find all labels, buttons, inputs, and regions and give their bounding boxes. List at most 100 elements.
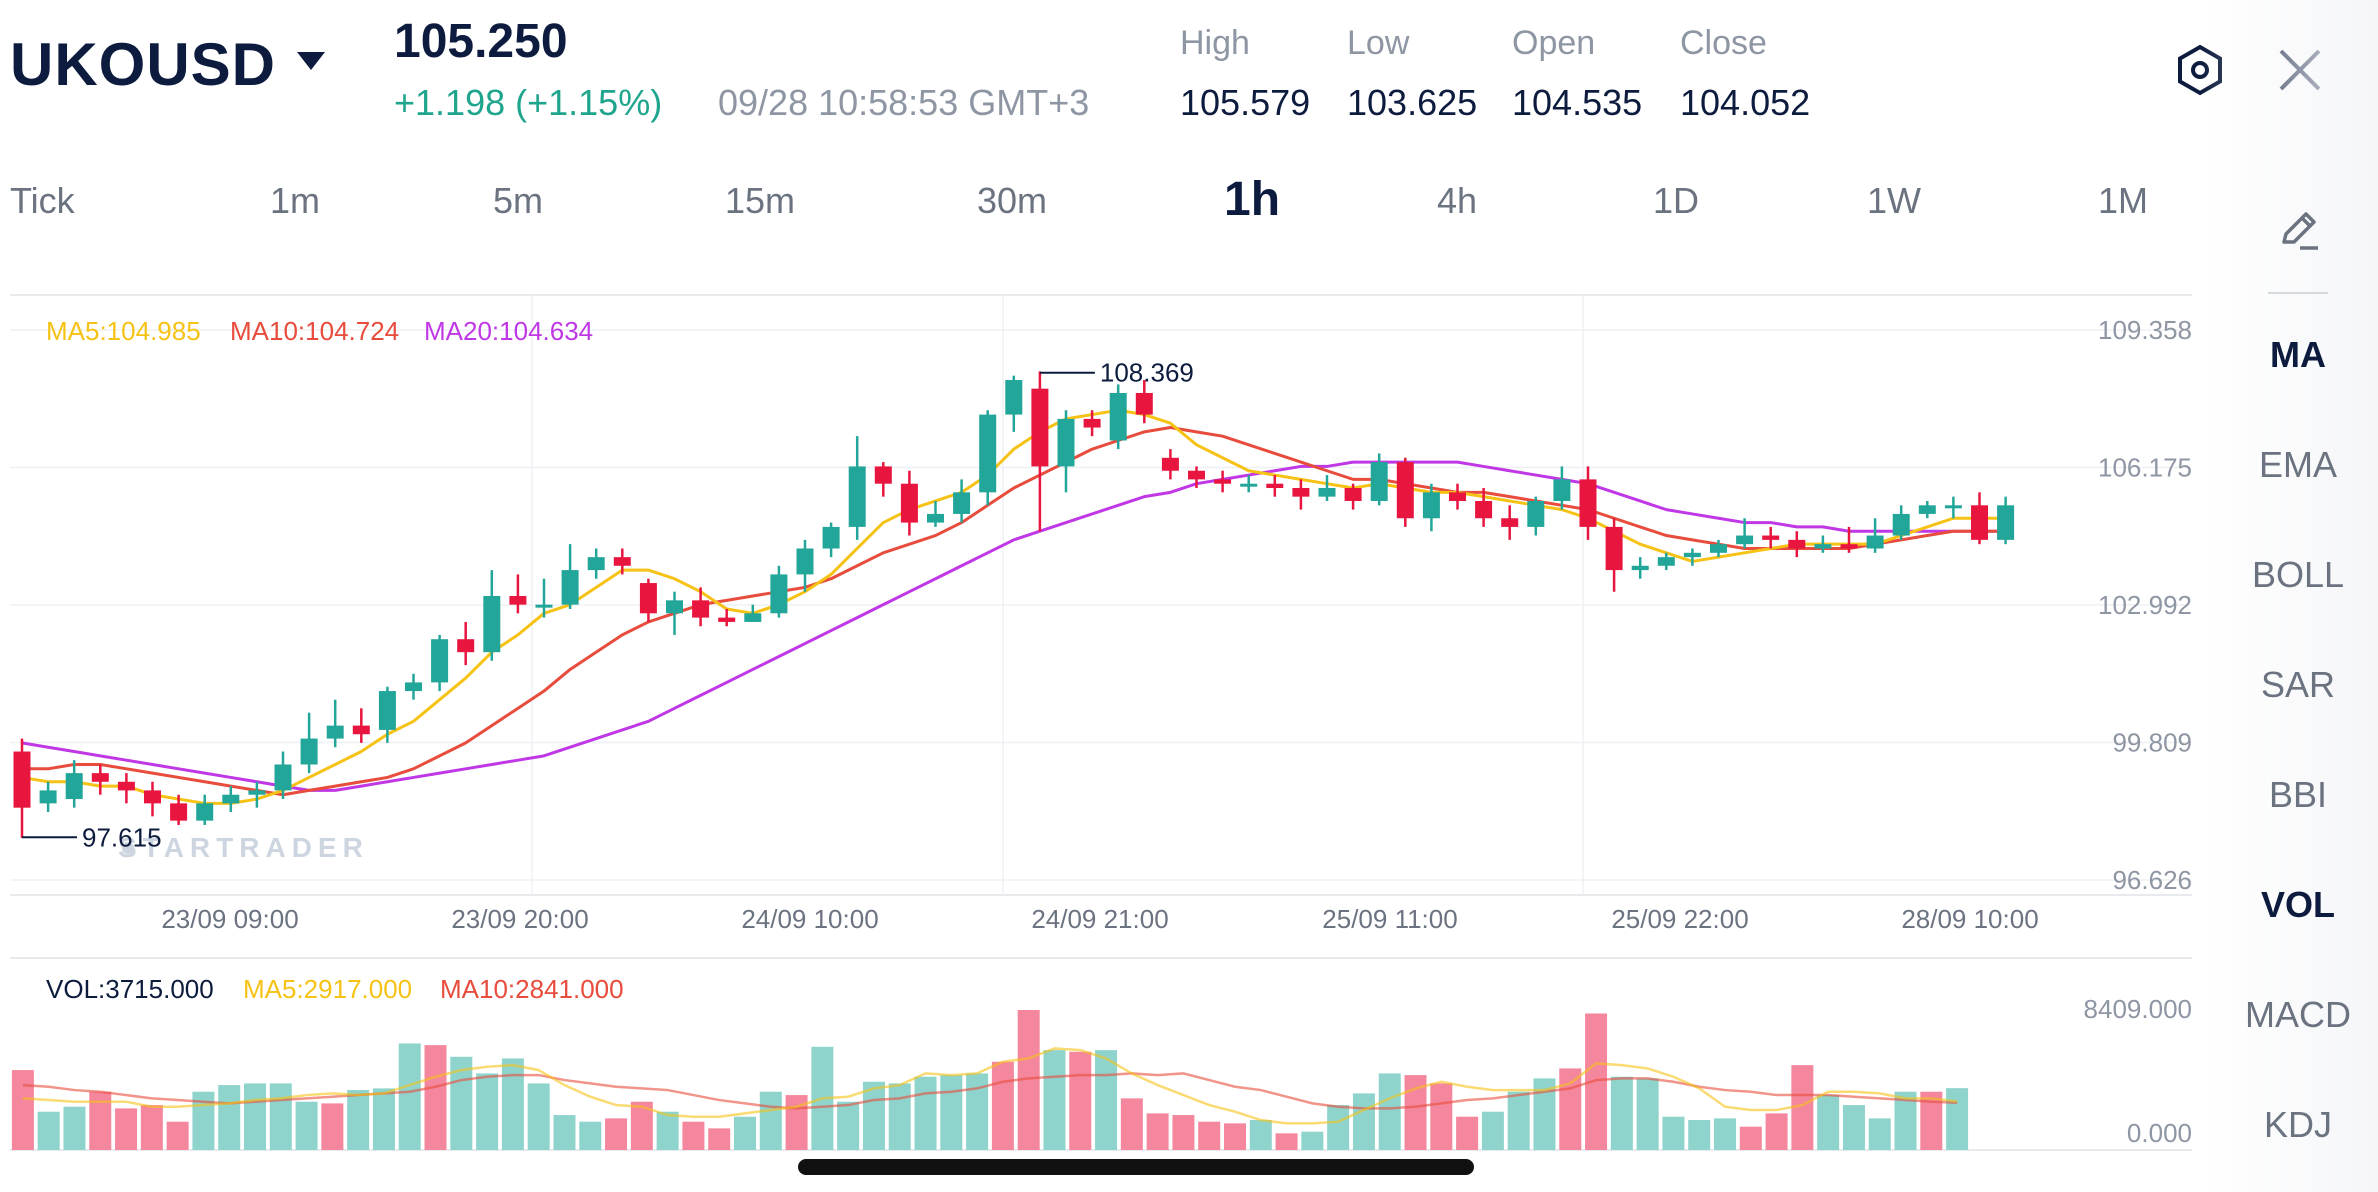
x-axis-label: 28/09 10:00 <box>1901 904 2038 934</box>
indicator-ema[interactable]: EMA <box>2258 444 2337 485</box>
x-axis-label: 24/09 21:00 <box>1031 904 1168 934</box>
tab-1w[interactable]: 1W <box>1867 180 1921 221</box>
volume-bar <box>372 1088 395 1150</box>
volume-bar <box>295 1101 318 1150</box>
volume-bar <box>1069 1051 1092 1150</box>
candle <box>953 492 971 514</box>
candle <box>979 414 997 493</box>
volume-bar <box>37 1111 60 1150</box>
candle <box>1135 392 1153 415</box>
tab-1m[interactable]: 1m <box>270 180 321 221</box>
sidebar-background <box>2200 0 2378 1192</box>
candle <box>457 639 475 653</box>
volume-bar <box>115 1108 138 1150</box>
candle <box>1710 544 1727 553</box>
watermark-logo: STARTRADER <box>118 832 369 863</box>
volume-bar <box>1817 1095 1840 1150</box>
candle <box>744 613 762 622</box>
volume-bar <box>1688 1120 1711 1150</box>
candle <box>587 557 605 571</box>
candle <box>405 682 422 692</box>
price-chart[interactable]: STARTRADER 108.369 97.615 109.358 106.175 102… <box>0 290 2200 1160</box>
candle <box>1553 479 1571 501</box>
ma-legend-ma5: MA5:104.985 <box>46 316 201 346</box>
candle <box>1344 488 1362 501</box>
volume-bar <box>1481 1111 1504 1150</box>
ma-legend-ma10: MA10:104.724 <box>230 316 399 346</box>
candle <box>1214 479 1232 484</box>
volume-bar <box>1610 1076 1633 1150</box>
x-axis-label: 23/09 20:00 <box>451 904 588 934</box>
volume-bar <box>656 1111 679 1150</box>
indicator-ma[interactable]: MA <box>2270 334 2326 375</box>
candle <box>1501 518 1519 527</box>
candle <box>535 604 553 608</box>
candle <box>13 751 31 808</box>
volume-bar <box>1636 1078 1659 1150</box>
candle <box>692 600 710 618</box>
candle <box>91 773 109 782</box>
candle <box>770 574 788 614</box>
candle <box>196 803 214 821</box>
symbol-selector[interactable]: UKOUSD <box>10 31 277 98</box>
tab-tick[interactable]: Tick <box>10 180 75 221</box>
ma10-line <box>22 426 2006 797</box>
volume-bar <box>1146 1113 1169 1150</box>
indicator-sar[interactable]: SAR <box>2260 664 2336 705</box>
volume-bar <box>579 1121 602 1150</box>
vol-legend-vol: VOL:3715.000 <box>46 974 214 1004</box>
candle <box>561 570 579 605</box>
candle <box>1396 462 1414 519</box>
candle <box>874 466 892 484</box>
tab-4h[interactable]: 4h <box>1437 180 1478 221</box>
volume-bar <box>734 1116 756 1150</box>
candle <box>1240 483 1258 487</box>
tab-1mo[interactable]: 1M <box>2098 180 2149 221</box>
volume-bar <box>940 1075 963 1150</box>
volume-bar <box>1533 1078 1556 1150</box>
candle <box>1292 488 1310 497</box>
volume-bar <box>1946 1088 1969 1150</box>
vol-y-axis-label: 8409.000 <box>2084 994 2192 1024</box>
home-indicator <box>798 1159 1474 1175</box>
volume-bar <box>1095 1050 1118 1150</box>
candle <box>274 764 292 791</box>
candle <box>848 466 866 527</box>
candle <box>117 781 135 791</box>
price-change: +1.198 (+1.15%) <box>394 82 663 123</box>
volume-bar <box>1868 1118 1891 1150</box>
indicator-macd[interactable]: MACD <box>2245 994 2351 1035</box>
candle <box>431 639 449 683</box>
indicator-vol[interactable]: VOL <box>2260 884 2335 925</box>
volume-bar <box>1842 1105 1865 1150</box>
indicator-kdj[interactable]: KDJ <box>2263 1104 2332 1145</box>
tab-30m[interactable]: 30m <box>977 180 1048 221</box>
volume-bar <box>1765 1113 1788 1150</box>
candle <box>1579 479 1597 527</box>
x-axis-label: 25/09 22:00 <box>1611 904 1748 934</box>
tab-5m[interactable]: 5m <box>493 180 544 221</box>
volume-bar <box>166 1121 189 1150</box>
volume-bar <box>1430 1083 1453 1150</box>
vol-legend-ma10: MA10:2841.000 <box>440 974 624 1004</box>
candle <box>39 790 57 804</box>
indicator-boll[interactable]: BOLL <box>2251 554 2345 595</box>
x-axis-label: 23/09 09:00 <box>161 904 298 934</box>
tab-1d[interactable]: 1D <box>1653 180 1700 221</box>
stat-close-label: Close <box>1680 24 1767 62</box>
volume-bar <box>605 1118 628 1150</box>
tab-15m[interactable]: 15m <box>725 180 796 221</box>
candle <box>1971 505 1988 540</box>
volume-bar <box>1043 1050 1066 1150</box>
volume-bar <box>1920 1091 1943 1150</box>
candle <box>1736 535 1754 545</box>
candle <box>1527 500 1545 527</box>
candle <box>1057 418 1075 467</box>
tab-1h[interactable]: 1h <box>1224 173 1281 226</box>
draw-pen-icon[interactable] <box>2272 202 2328 258</box>
volume-bar <box>1559 1068 1582 1150</box>
chevron-down-icon[interactable] <box>297 52 325 70</box>
volume-bar <box>1198 1121 1221 1150</box>
candle <box>1918 505 1936 514</box>
indicator-bbi[interactable]: BBI <box>2268 774 2328 815</box>
